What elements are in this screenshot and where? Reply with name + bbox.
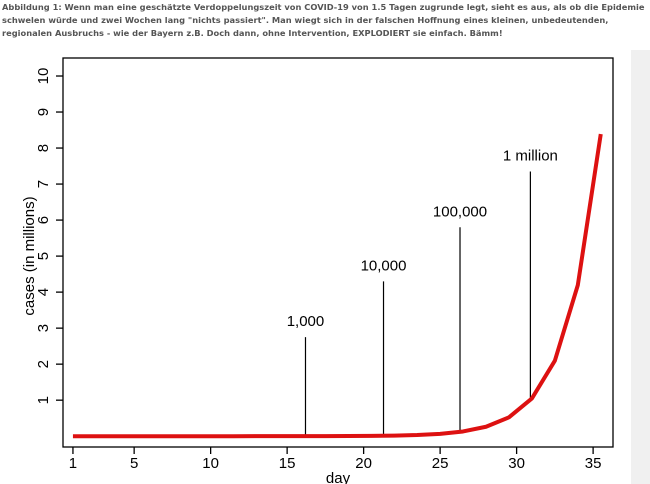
y-tick-label: 6 [35, 216, 52, 224]
annotation-label: 1 million [503, 147, 558, 164]
annotation-label: 1,000 [287, 313, 325, 330]
annotation-label: 10,000 [361, 257, 407, 274]
x-tick-label: 20 [355, 455, 372, 472]
y-tick-label: 8 [35, 144, 52, 152]
y-tick-label: 5 [35, 252, 52, 260]
y-tick-label: 1 [35, 396, 52, 404]
y-tick-label: 9 [35, 108, 52, 116]
plot-frame [62, 57, 614, 448]
y-tick-label: 2 [35, 360, 52, 368]
y-tick-label: 10 [35, 68, 52, 85]
caption: Abbildung 1: Wenn man eine geschätzte Ve… [2, 2, 645, 38]
x-axis-label: day [326, 470, 351, 484]
y-axis-label: cases (in millions) [21, 196, 38, 315]
x-tick-label: 30 [508, 455, 525, 472]
x-tick-label: 10 [202, 455, 219, 472]
y-tick-label: 4 [35, 288, 52, 296]
x-tick-label: 5 [130, 455, 138, 472]
x-tick-label: 25 [432, 455, 449, 472]
x-tick-label: 35 [585, 455, 602, 472]
y-tick-label: 7 [35, 180, 52, 188]
chart: day cases (in millions) 1 5 10 15 20 25 30 3512… [21, 57, 614, 484]
y-tick-label: 3 [35, 324, 52, 332]
x-tick-label: 15 [279, 455, 296, 472]
x-tick-label: 1 [69, 455, 77, 472]
data-line [72, 133, 603, 439]
side-strip [631, 50, 650, 484]
annotation-label: 100,000 [433, 203, 487, 220]
